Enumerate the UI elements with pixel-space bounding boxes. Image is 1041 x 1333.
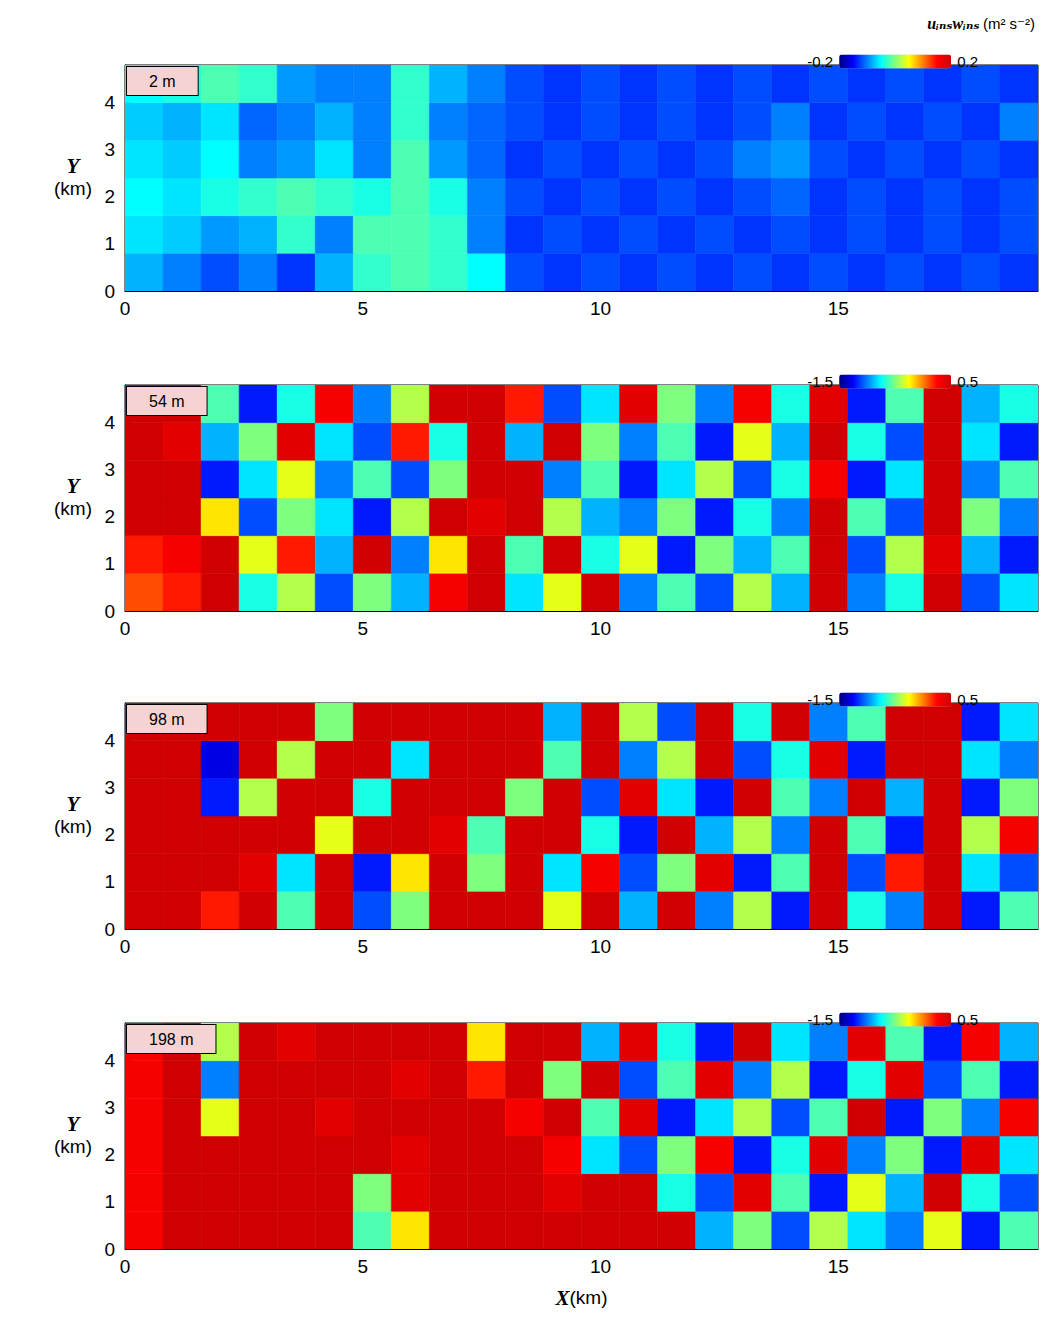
- svg-text:0: 0: [104, 1239, 115, 1260]
- svg-text:-1.5: -1.5: [807, 373, 833, 390]
- svg-text:0: 0: [104, 919, 115, 940]
- svg-text:0: 0: [120, 936, 131, 957]
- svg-text:1: 1: [104, 1191, 115, 1212]
- svg-text:0: 0: [120, 618, 131, 639]
- svg-text:2 m: 2 m: [149, 73, 176, 90]
- svg-text:198 m: 198 m: [149, 1031, 193, 1048]
- svg-text:-1.5: -1.5: [807, 1011, 833, 1028]
- svg-text:54 m: 54 m: [149, 393, 185, 410]
- svg-text:-1.5: -1.5: [807, 691, 833, 708]
- svg-text:2: 2: [104, 824, 115, 845]
- svg-text:5: 5: [357, 298, 368, 319]
- svg-text:uᵢₙₛwᵢₙₛ: uᵢₙₛwᵢₙₛ: [927, 15, 979, 32]
- svg-text:X: X: [555, 1286, 571, 1310]
- svg-text:(km): (km): [54, 816, 92, 837]
- svg-text:2: 2: [104, 1144, 115, 1165]
- svg-text:0: 0: [104, 281, 115, 302]
- svg-text:Y: Y: [67, 792, 82, 816]
- svg-text:0.2: 0.2: [957, 53, 978, 70]
- svg-text:15: 15: [828, 618, 849, 639]
- svg-text:2: 2: [104, 506, 115, 527]
- svg-text:10: 10: [590, 618, 611, 639]
- svg-text:98 m: 98 m: [149, 711, 185, 728]
- svg-text:3: 3: [104, 1097, 115, 1118]
- svg-text:1: 1: [104, 233, 115, 254]
- svg-text:4: 4: [104, 730, 115, 751]
- svg-text:0.5: 0.5: [957, 1011, 978, 1028]
- svg-text:5: 5: [357, 936, 368, 957]
- svg-text:1: 1: [104, 871, 115, 892]
- svg-text:4: 4: [104, 412, 115, 433]
- svg-text:3: 3: [104, 777, 115, 798]
- svg-text:3: 3: [104, 139, 115, 160]
- svg-text:(km): (km): [570, 1287, 608, 1308]
- svg-text:0.5: 0.5: [957, 691, 978, 708]
- svg-text:4: 4: [104, 1050, 115, 1071]
- svg-text:5: 5: [357, 1256, 368, 1277]
- svg-text:15: 15: [828, 1256, 849, 1277]
- svg-text:5: 5: [357, 618, 368, 639]
- svg-text:10: 10: [590, 298, 611, 319]
- svg-text:4: 4: [104, 92, 115, 113]
- svg-text:(km): (km): [54, 178, 92, 199]
- svg-text:Y: Y: [67, 1112, 82, 1136]
- svg-text:10: 10: [590, 1256, 611, 1277]
- svg-text:15: 15: [828, 298, 849, 319]
- svg-text:0.5: 0.5: [957, 373, 978, 390]
- svg-text:(km): (km): [54, 1136, 92, 1157]
- svg-text:2: 2: [104, 186, 115, 207]
- svg-text:1: 1: [104, 553, 115, 574]
- svg-text:0: 0: [120, 1256, 131, 1277]
- svg-text:Y: Y: [67, 474, 82, 498]
- svg-text:-0.2: -0.2: [807, 53, 833, 70]
- svg-text:(m² s⁻²): (m² s⁻²): [983, 15, 1035, 32]
- svg-text:0: 0: [120, 298, 131, 319]
- svg-text:10: 10: [590, 936, 611, 957]
- svg-text:3: 3: [104, 459, 115, 480]
- svg-text:0: 0: [104, 601, 115, 622]
- svg-text:15: 15: [828, 936, 849, 957]
- svg-text:Y: Y: [67, 154, 82, 178]
- svg-text:(km): (km): [54, 498, 92, 519]
